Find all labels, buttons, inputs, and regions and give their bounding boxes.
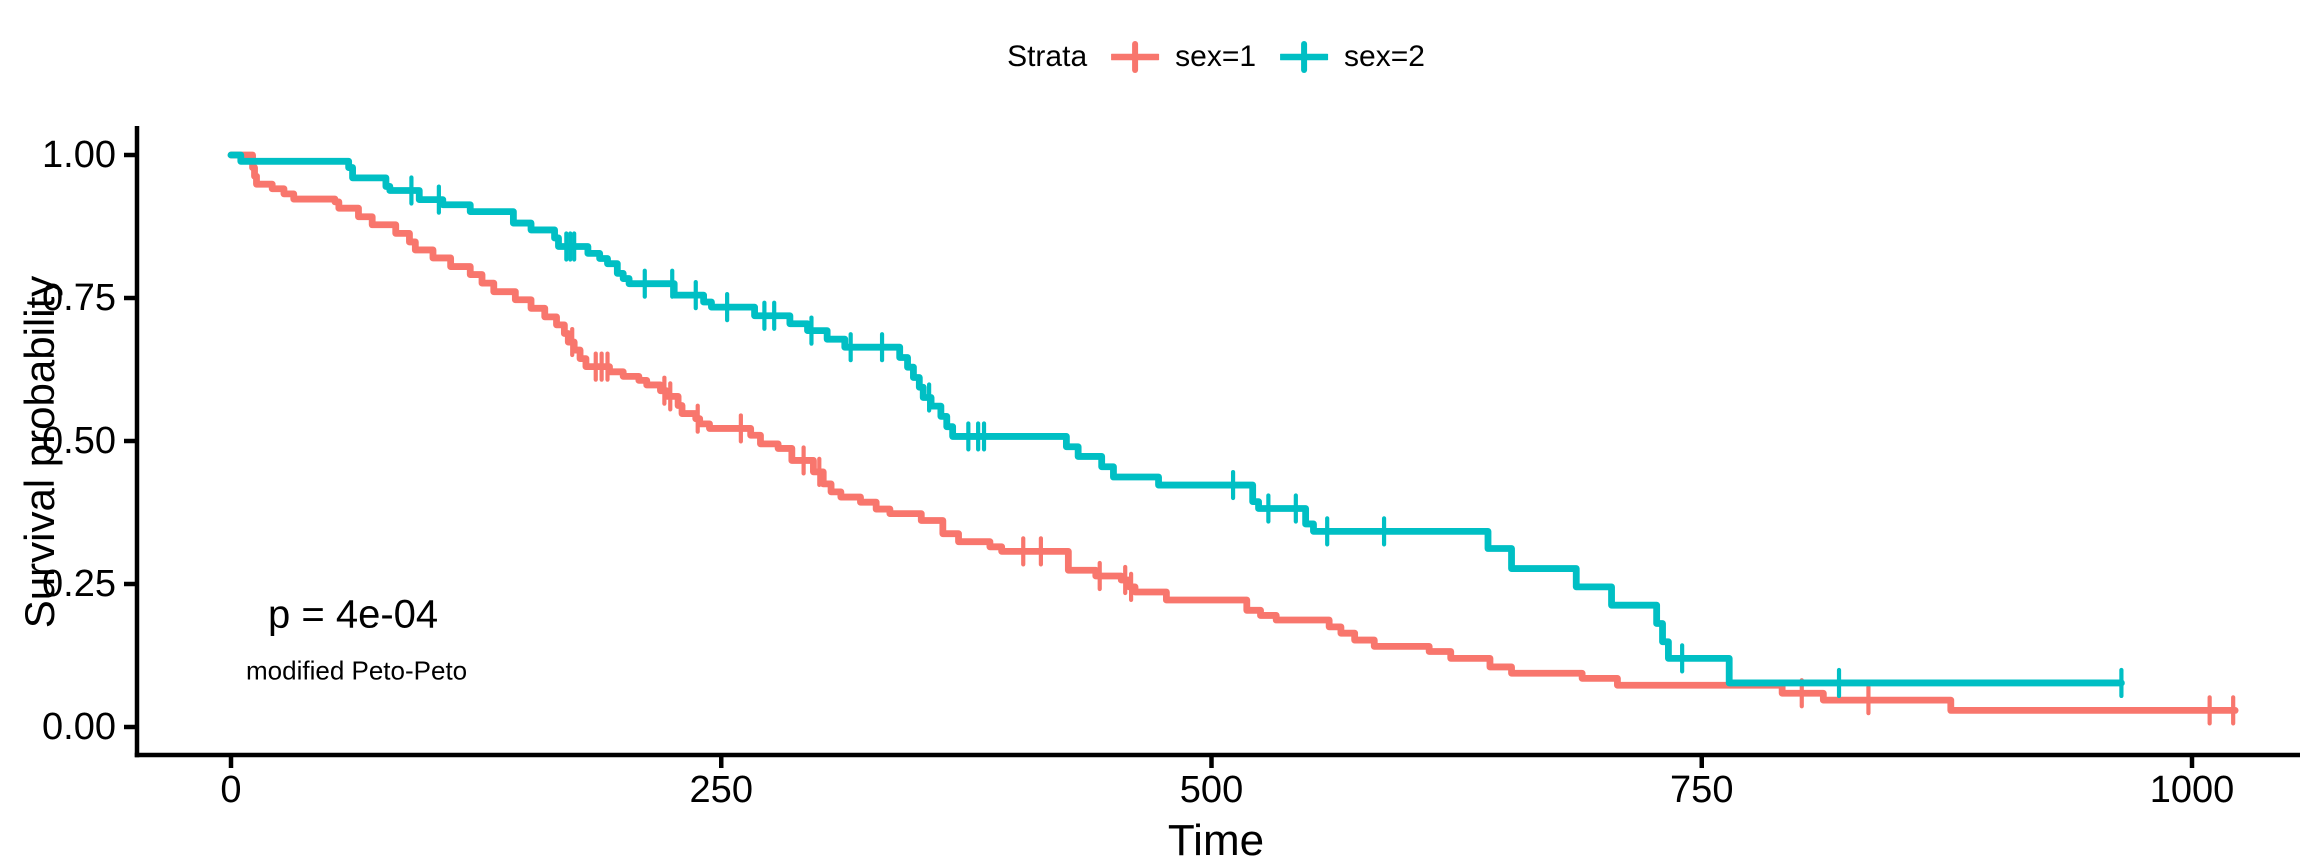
legend-title: Strata (1007, 40, 1088, 73)
y-tick-label: 0.75 (42, 277, 116, 319)
pvalue-annotation: p = 4e-04 (268, 592, 439, 637)
legend-label-sex2: sex=2 (1344, 40, 1425, 73)
x-axis-title: Time (1167, 816, 1265, 865)
legend-item-sex2: sex=2 (1280, 40, 1425, 74)
survival-curve-sex2 (227, 151, 2125, 687)
legend-item-sex1: sex=1 (1111, 40, 1256, 74)
legend-key-sex1-plus-icon (1111, 41, 1160, 73)
y-tick-label: 1.00 (42, 134, 116, 176)
legend-label-sex1: sex=1 (1175, 40, 1257, 73)
x-tick-label: 500 (1179, 769, 1244, 811)
y-tick-label: 0.00 (42, 706, 116, 748)
legend: Strata sex=1 sex=2 (1007, 40, 1425, 74)
pvalue-method-annotation: modified Peto-Peto (246, 655, 468, 686)
x-tick-label: 1000 (2149, 769, 2235, 811)
y-tick-label: 0.50 (42, 420, 116, 462)
x-tick-label: 750 (1670, 769, 1734, 811)
x-tick-label: 0 (220, 769, 242, 811)
survival-curve-sex1 (227, 151, 2239, 714)
legend-key-sex2-plus-icon (1280, 41, 1329, 73)
x-tick-label: 250 (689, 769, 753, 811)
y-tick-label: 0.25 (42, 563, 116, 605)
